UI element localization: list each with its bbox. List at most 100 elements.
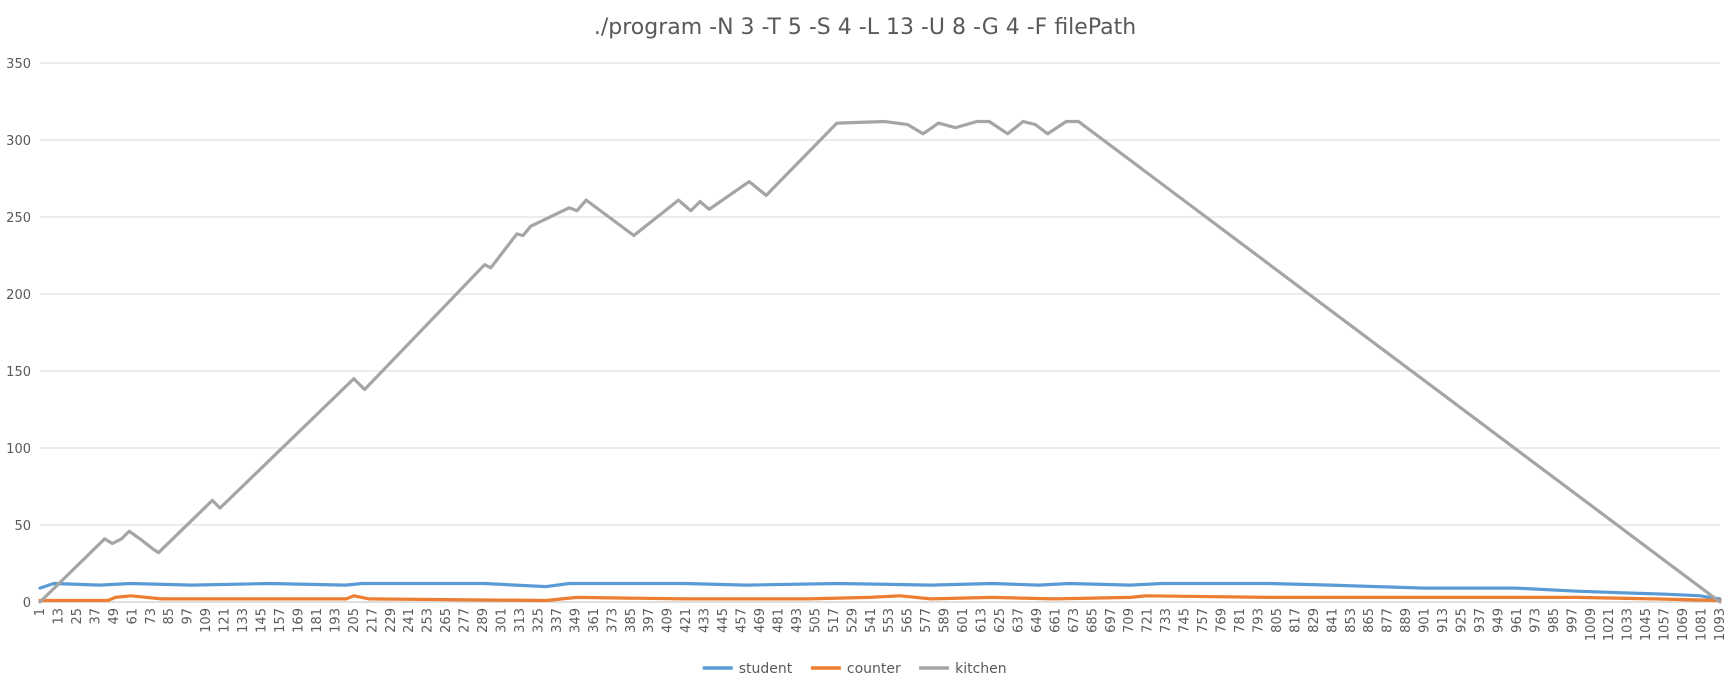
x-tick-label: 829 — [1307, 608, 1322, 633]
series-line-kitchen — [40, 122, 1720, 603]
x-tick-label: 109 — [199, 608, 214, 633]
y-tick-label: 350 — [6, 57, 31, 72]
x-tick-label: 589 — [938, 608, 953, 633]
x-tick-label: 517 — [827, 608, 842, 633]
x-tick-label: 937 — [1473, 608, 1488, 633]
x-tick-label: 889 — [1399, 608, 1414, 633]
x-tick-label: 709 — [1122, 608, 1137, 633]
x-tick-label: 217 — [365, 608, 380, 633]
y-tick-label: 50 — [14, 519, 31, 534]
x-tick-label: 901 — [1418, 608, 1433, 633]
y-axis-ticks: 0 50 100 150 200 250 300 350 — [6, 57, 31, 611]
x-tick-label: 337 — [550, 608, 565, 633]
x-tick-label: 277 — [458, 608, 473, 633]
x-tick-label: 181 — [310, 608, 325, 633]
x-tick-label: 133 — [236, 608, 251, 633]
x-tick-label: 577 — [919, 608, 934, 633]
x-tick-label: 1081 — [1695, 608, 1710, 641]
x-tick-label: 757 — [1196, 608, 1211, 633]
x-tick-label: 613 — [975, 608, 990, 633]
x-tick-label: 841 — [1325, 608, 1340, 633]
x-tick-label: 301 — [495, 608, 510, 633]
x-tick-label: 121 — [218, 608, 233, 633]
x-tick-label: 397 — [642, 608, 657, 633]
x-tick-label: 817 — [1288, 608, 1303, 633]
x-tick-label: 805 — [1270, 608, 1285, 633]
x-tick-label: 913 — [1436, 608, 1451, 633]
x-tick-label: 349 — [568, 608, 583, 633]
y-tick-label: 0 — [23, 596, 31, 611]
x-tick-label: 733 — [1159, 608, 1174, 633]
x-tick-label: 1093 — [1713, 608, 1728, 641]
series-lines — [40, 122, 1720, 603]
x-tick-label: 205 — [347, 608, 362, 633]
chart-title: ./program -N 3 -T 5 -S 4 -L 13 -U 8 -G 4… — [594, 15, 1136, 40]
x-tick-label: 85 — [162, 608, 177, 625]
x-tick-label: 13 — [51, 608, 66, 625]
x-tick-label: 1033 — [1621, 608, 1636, 641]
x-tick-label: 229 — [384, 608, 399, 633]
x-tick-label: 865 — [1362, 608, 1377, 633]
x-tick-label: 529 — [845, 608, 860, 633]
x-tick-label: 877 — [1381, 608, 1396, 633]
x-tick-label: 481 — [771, 608, 786, 633]
x-tick-label: 685 — [1085, 608, 1100, 633]
x-tick-label: 925 — [1455, 608, 1470, 633]
legend: student counter kitchen — [703, 661, 1007, 677]
x-tick-label: 541 — [864, 608, 879, 633]
y-tick-label: 100 — [6, 442, 31, 457]
x-tick-label: 601 — [956, 608, 971, 633]
x-tick-label: 457 — [735, 608, 750, 633]
x-tick-label: 553 — [882, 608, 897, 633]
x-tick-label: 565 — [901, 608, 916, 633]
x-tick-label: 409 — [661, 608, 676, 633]
x-tick-label: 1045 — [1639, 608, 1654, 641]
x-tick-label: 505 — [808, 608, 823, 633]
x-tick-label: 697 — [1104, 608, 1119, 633]
x-tick-label: 949 — [1491, 608, 1506, 633]
x-tick-label: 985 — [1547, 608, 1562, 633]
x-tick-label: 973 — [1528, 608, 1543, 633]
x-tick-label: 253 — [421, 608, 436, 633]
x-tick-label: 169 — [291, 608, 306, 633]
x-tick-label: 289 — [476, 608, 491, 633]
x-tick-label: 1 — [33, 608, 48, 616]
x-tick-label: 853 — [1344, 608, 1359, 633]
x-tick-label: 661 — [1048, 608, 1063, 633]
x-tick-label: 781 — [1233, 608, 1248, 633]
x-tick-label: 769 — [1215, 608, 1230, 633]
x-tick-label: 445 — [716, 608, 731, 633]
x-tick-label: 193 — [328, 608, 343, 633]
x-tick-label: 1069 — [1676, 608, 1691, 641]
x-tick-label: 721 — [1141, 608, 1156, 633]
x-tick-label: 37 — [88, 608, 103, 625]
x-tick-label: 793 — [1251, 608, 1266, 633]
gridlines — [40, 63, 1720, 525]
x-tick-label: 241 — [402, 608, 417, 633]
y-tick-label: 200 — [6, 288, 31, 303]
x-tick-label: 385 — [624, 608, 639, 633]
y-tick-label: 250 — [6, 211, 31, 226]
x-tick-label: 1021 — [1602, 608, 1617, 641]
y-tick-label: 150 — [6, 365, 31, 380]
x-tick-label: 961 — [1510, 608, 1525, 633]
x-tick-label: 361 — [587, 608, 602, 633]
x-axis-ticks: 1 13 25 37 49 61 73 85 97 109 121 133 145 157 169 181 19… — [33, 608, 1728, 641]
x-tick-label: 649 — [1030, 608, 1045, 633]
x-tick-label: 265 — [439, 608, 454, 633]
x-tick-label: 637 — [1011, 608, 1026, 633]
series-line-counter — [40, 596, 1720, 601]
x-tick-label: 61 — [125, 608, 140, 625]
x-tick-label: 145 — [255, 608, 270, 633]
x-tick-label: 157 — [273, 608, 288, 633]
x-tick-label: 1057 — [1658, 608, 1673, 641]
x-tick-label: 49 — [107, 608, 122, 625]
x-tick-label: 25 — [70, 608, 85, 625]
x-tick-label: 673 — [1067, 608, 1082, 633]
x-tick-label: 325 — [531, 608, 546, 633]
x-tick-label: 469 — [753, 608, 768, 633]
x-tick-label: 745 — [1178, 608, 1193, 633]
x-tick-label: 433 — [698, 608, 713, 633]
x-tick-label: 97 — [181, 608, 196, 625]
